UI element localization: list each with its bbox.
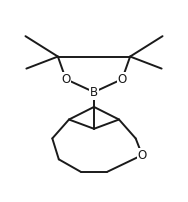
Text: O: O (138, 149, 147, 162)
Text: B: B (90, 86, 98, 99)
Text: O: O (61, 73, 70, 86)
Text: O: O (118, 73, 127, 86)
